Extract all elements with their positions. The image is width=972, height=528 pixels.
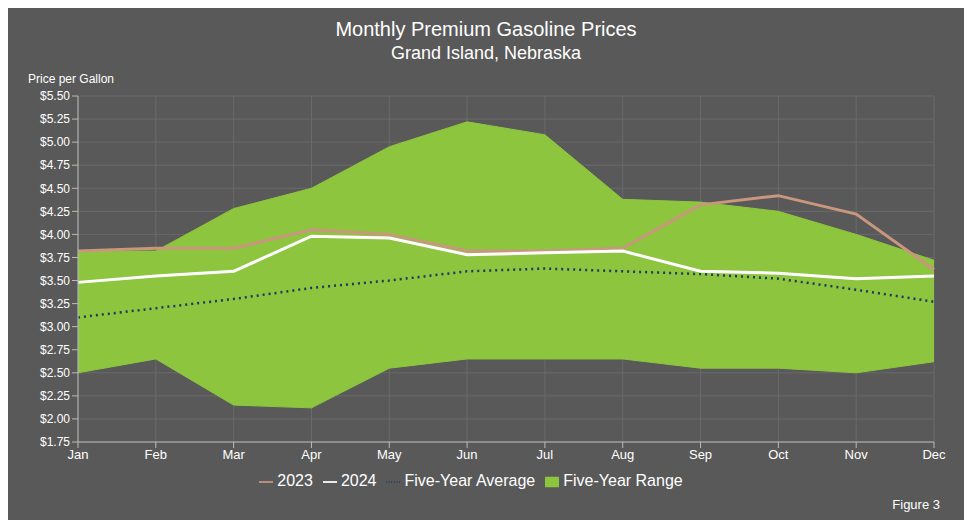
- svg-text:$3.75: $3.75: [40, 251, 70, 265]
- svg-text:Oct: Oct: [768, 447, 789, 462]
- html-text:2024: 2024: [340, 472, 377, 489]
- svg-text:$2.00: $2.00: [40, 412, 70, 426]
- svg-text:$4.25: $4.25: [40, 205, 70, 219]
- svg-text:$2.25: $2.25: [40, 389, 70, 403]
- svg-text:Dec: Dec: [922, 447, 946, 462]
- svg-text:$3.25: $3.25: [40, 297, 70, 311]
- svg-text:Jun: Jun: [457, 447, 478, 462]
- html-text:Grand Island, Nebraska: Grand Island, Nebraska: [390, 43, 581, 63]
- svg-text:$3.00: $3.00: [40, 320, 70, 334]
- svg-text:$5.50: $5.50: [40, 89, 70, 103]
- svg-text:$5.25: $5.25: [40, 112, 70, 126]
- svg-text:Jul: Jul: [537, 447, 554, 462]
- svg-text:$3.50: $3.50: [40, 274, 70, 288]
- html-text:Five-Year Average: Five-Year Average: [404, 472, 536, 489]
- svg-text:$4.50: $4.50: [40, 182, 70, 196]
- svg-text:Jan: Jan: [68, 447, 89, 462]
- svg-text:$2.50: $2.50: [40, 366, 70, 380]
- svg-text:$4.00: $4.00: [40, 228, 70, 242]
- svg-text:$5.00: $5.00: [40, 135, 70, 149]
- svg-text:Aug: Aug: [611, 447, 634, 462]
- svg-text:May: May: [377, 447, 402, 462]
- svg-text:Nov: Nov: [845, 447, 869, 462]
- html-text:2023: 2023: [277, 472, 313, 489]
- svg-text:Sep: Sep: [689, 447, 712, 462]
- html-text:Figure 3: Figure 3: [892, 497, 940, 512]
- svg-text:$4.75: $4.75: [40, 158, 70, 172]
- html-text:Monthly Premium Gasoline Price: Monthly Premium Gasoline Prices: [335, 18, 637, 40]
- svg-text:Apr: Apr: [301, 447, 322, 462]
- html-text:Price per Gallon: Price per Gallon: [28, 72, 114, 86]
- html-text:Five-Year Range: Five-Year Range: [563, 472, 683, 489]
- svg-text:$2.75: $2.75: [40, 343, 70, 357]
- svg-text:Mar: Mar: [222, 447, 245, 462]
- svg-text:Feb: Feb: [145, 447, 167, 462]
- svg-text:$1.75: $1.75: [40, 435, 70, 449]
